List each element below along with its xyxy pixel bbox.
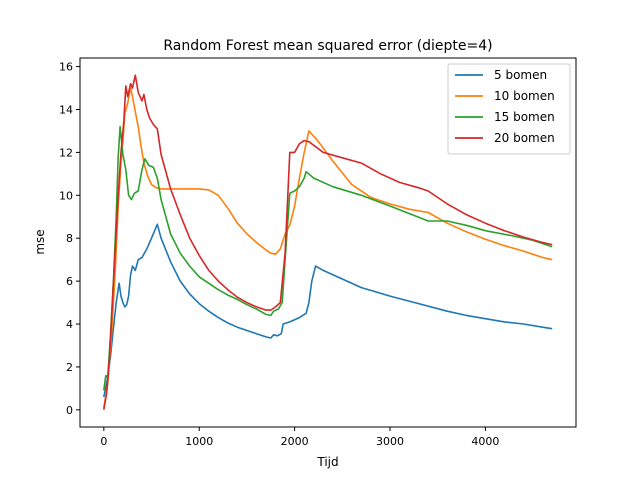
series-line-3 bbox=[103, 125, 553, 391]
x-tick-label: 1000 bbox=[185, 435, 213, 448]
x-tick-label: 2000 bbox=[281, 435, 309, 448]
y-tick-label: 4 bbox=[66, 318, 73, 331]
y-ticks: 0 2 4 6 8 10 12 14 16 bbox=[59, 61, 80, 417]
x-ticks: 0 1000 2000 3000 4000 bbox=[100, 427, 499, 448]
x-tick-label: 3000 bbox=[376, 435, 404, 448]
x-axis-label: Tijd bbox=[316, 455, 338, 469]
x-tick-label: 4000 bbox=[471, 435, 499, 448]
legend-label-3: 15 bomen bbox=[494, 110, 555, 124]
y-tick-label: 16 bbox=[59, 61, 73, 74]
y-tick-label: 12 bbox=[59, 146, 73, 159]
legend-label-4: 20 bomen bbox=[494, 131, 555, 145]
y-tick-label: 10 bbox=[59, 189, 73, 202]
series-line-1 bbox=[103, 223, 553, 398]
legend-label-2: 10 bomen bbox=[494, 89, 555, 103]
y-tick-label: 0 bbox=[66, 404, 73, 417]
series-line-2 bbox=[103, 87, 553, 408]
plot-frame bbox=[79, 57, 577, 428]
legend-box bbox=[447, 63, 571, 155]
y-axis-label: mse bbox=[33, 229, 47, 254]
series-line-4 bbox=[103, 74, 553, 410]
y-tick-label: 6 bbox=[66, 275, 73, 288]
series-layer bbox=[103, 74, 553, 410]
y-tick-label: 14 bbox=[59, 103, 73, 116]
legend: 5 bomen 10 bomen 15 bomen 20 bomen bbox=[447, 63, 571, 155]
chart-title: Random Forest mean squared error (diepte… bbox=[163, 38, 492, 54]
legend-label-1: 5 bomen bbox=[494, 68, 547, 82]
y-tick-label: 8 bbox=[66, 232, 73, 245]
x-tick-label: 0 bbox=[100, 435, 107, 448]
y-tick-label: 2 bbox=[66, 361, 73, 374]
